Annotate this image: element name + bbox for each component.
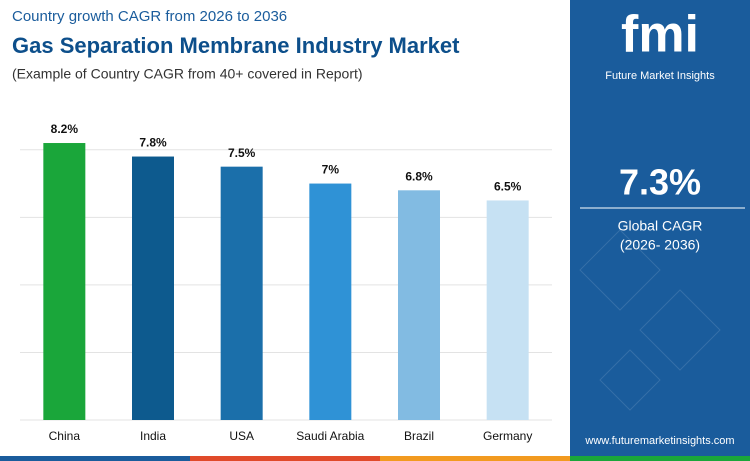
- global-label: Global CAGR: [618, 218, 703, 234]
- stripe: [570, 456, 750, 461]
- url: www.futuremarketinsights.com: [584, 435, 734, 447]
- bar: [398, 190, 440, 420]
- x-tick-label: Brazil: [404, 429, 434, 443]
- stripe: [0, 456, 190, 461]
- value-label: 6.5%: [494, 180, 522, 194]
- sidebar-pattern: [579, 229, 721, 411]
- chart-title: Gas Separation Membrane Industry Market: [12, 33, 460, 58]
- chart-subtitle: (Example of Country CAGR from 40+ covere…: [12, 66, 363, 82]
- value-label: 7%: [322, 163, 340, 177]
- bar: [309, 183, 352, 420]
- x-tick-label: India: [140, 429, 166, 443]
- bar: [43, 143, 86, 420]
- x-tick-label: Germany: [483, 429, 532, 443]
- brand: Future Market Insights: [605, 70, 715, 82]
- value-label: 6.8%: [405, 169, 433, 183]
- value-label: 7.5%: [228, 146, 256, 160]
- stripe: [380, 456, 570, 461]
- x-tick-label: Saudi Arabia: [296, 429, 364, 443]
- sidebar-bg: [570, 0, 750, 461]
- x-tick-label: China: [49, 429, 81, 443]
- global-value: 7.3%: [619, 162, 701, 203]
- value-label: 8.2%: [51, 122, 79, 136]
- x-tick-label: USA: [229, 429, 254, 443]
- logo: fmi: [621, 6, 699, 64]
- value-label: 7.8%: [139, 136, 167, 150]
- stripe: [190, 456, 380, 461]
- kicker: Country growth CAGR from 2026 to 2036: [12, 8, 287, 25]
- bar: [486, 200, 529, 420]
- global-period: (2026- 2036): [620, 237, 700, 253]
- bar: [132, 156, 174, 421]
- bar: [220, 166, 263, 420]
